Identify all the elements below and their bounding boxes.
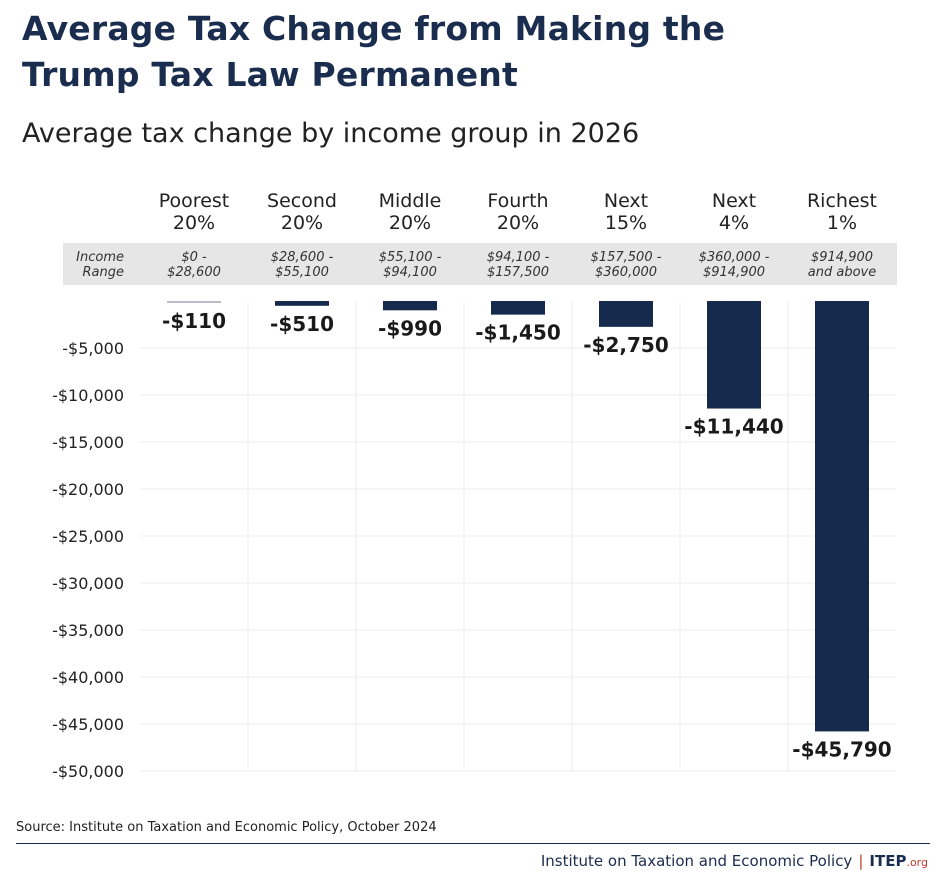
footer-separator: | — [858, 852, 864, 870]
income-range-line: $157,500 - — [590, 250, 662, 265]
group-header-line: Fourth — [487, 190, 549, 212]
income-range-line: $360,000 — [594, 265, 658, 280]
bar — [707, 301, 761, 409]
y-tick-label: -$40,000 — [52, 668, 124, 687]
chart-title: Average Tax Change from Making the Trump… — [22, 6, 902, 98]
group-header-line: Next — [603, 190, 649, 212]
group-header: Richest 1% — [788, 190, 896, 234]
income-range-band — [63, 243, 897, 285]
group-header-line: 4% — [718, 212, 750, 234]
income-range-cell: $0 - $28,600 — [140, 250, 248, 280]
y-tick-label: -$30,000 — [52, 574, 124, 593]
y-tick-label: -$10,000 — [52, 386, 124, 405]
source-note: Source: Institute on Taxation and Econom… — [16, 820, 437, 835]
group-header: Next 15% — [572, 190, 680, 234]
group-header: Next 4% — [680, 190, 788, 234]
income-range-label-line-1: Income — [76, 250, 124, 265]
income-range-line: $360,000 - — [698, 250, 770, 265]
bar-chart: -$5,000 -$10,000 -$15,000 -$20,000 -$25,000 -… — [52, 301, 896, 781]
group-header-line: 20% — [280, 212, 324, 234]
group-header: Middle 20% — [356, 190, 464, 234]
y-tick-label: -$15,000 — [52, 433, 124, 452]
income-range-cell: $360,000 - $914,900 — [680, 250, 788, 280]
bar — [599, 301, 653, 327]
footer-rule — [16, 843, 930, 844]
bar — [491, 301, 545, 315]
income-range-line: $94,100 — [383, 265, 437, 280]
income-range-line: $28,600 — [167, 265, 221, 280]
data-label: -$110 — [162, 309, 226, 333]
group-header: Fourth 20% — [464, 190, 572, 234]
group-header-line: Second — [267, 190, 337, 212]
footer: Institute on Taxation and Economic Polic… — [541, 852, 928, 870]
y-tick-label: -$35,000 — [52, 621, 124, 640]
chart-title-line-1: Average Tax Change from Making the — [22, 9, 726, 48]
group-header-line: Poorest — [158, 190, 230, 212]
income-range-cell: $914,900 and above — [788, 250, 896, 280]
y-tick-label: -$45,000 — [52, 715, 124, 734]
group-header: Poorest 20% — [140, 190, 248, 234]
footer-brand-suffix: .org — [906, 856, 928, 869]
y-tick-label: -$5,000 — [62, 339, 124, 358]
group-header-line: 15% — [604, 212, 648, 234]
data-label: -$1,450 — [475, 321, 560, 345]
income-range-line: $55,100 - — [378, 250, 442, 265]
data-label: -$45,790 — [792, 737, 891, 761]
group-header-line: Next — [711, 190, 757, 212]
income-range-cell: $157,500 - $360,000 — [572, 250, 680, 280]
income-range-line: and above — [807, 265, 877, 280]
group-header-line: 20% — [172, 212, 216, 234]
data-label: -$2,750 — [583, 333, 668, 357]
income-range-label: Income Range — [62, 250, 124, 280]
y-tick-label: -$50,000 — [52, 762, 124, 781]
income-range-label-line-2: Range — [82, 265, 125, 280]
income-range-line: $55,100 — [275, 265, 329, 280]
footer-brand: ITEP — [869, 852, 907, 870]
income-range-line: $0 - — [181, 250, 207, 265]
income-range-cell: $28,600 - $55,100 — [248, 250, 356, 280]
group-header-line: 20% — [496, 212, 540, 234]
income-range-line: $914,900 — [702, 265, 766, 280]
income-range-cell: $55,100 - $94,100 — [356, 250, 464, 280]
bar — [383, 301, 437, 311]
income-range-cell: $94,100 - $157,500 — [464, 250, 572, 280]
bar — [815, 301, 869, 732]
data-label: -$11,440 — [684, 415, 783, 439]
chart-subtitle: Average tax change by income group in 20… — [22, 118, 640, 149]
footer-org-name: Institute on Taxation and Economic Polic… — [540, 852, 853, 870]
y-tick-label: -$20,000 — [52, 480, 124, 499]
y-tick-label: -$25,000 — [52, 527, 124, 546]
bar — [167, 301, 221, 303]
income-range-line: $914,900 — [810, 250, 874, 265]
group-header-line: 20% — [388, 212, 432, 234]
income-range-line: $28,600 - — [270, 250, 334, 265]
data-label: -$990 — [378, 316, 442, 340]
income-range-line: $94,100 - — [486, 250, 550, 265]
group-header-line: Richest — [806, 190, 877, 212]
group-header: Second 20% — [248, 190, 356, 234]
group-header-line: Middle — [378, 190, 442, 212]
group-header-line: 1% — [826, 212, 858, 234]
bar — [275, 301, 329, 306]
income-range-line: $157,500 — [486, 265, 550, 280]
data-label: -$510 — [270, 312, 334, 336]
chart-title-line-2: Trump Tax Law Permanent — [22, 55, 518, 94]
